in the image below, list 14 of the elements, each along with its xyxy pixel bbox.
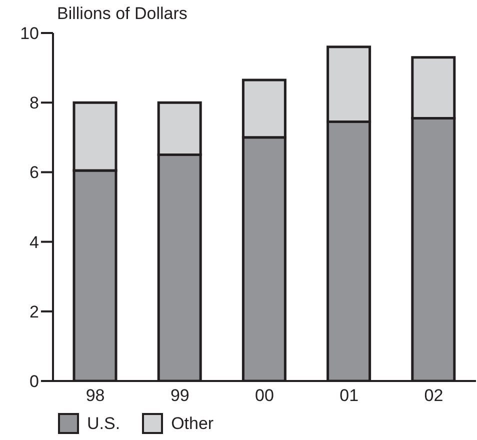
legend-label: Other (171, 414, 214, 434)
y-tick-label: 8 (30, 94, 39, 113)
y-tick-label: 0 (30, 372, 39, 392)
y-tick-label: 6 (30, 163, 39, 182)
x-tick-label: 00 (255, 386, 274, 406)
x-tick-label: 98 (86, 386, 105, 406)
x-tick-label: 02 (424, 386, 444, 406)
x-tick-label: 01 (340, 386, 359, 406)
legend-label: U.S. (87, 414, 120, 434)
x-tick-label: 99 (170, 386, 190, 406)
y-tick-label: 4 (30, 232, 39, 252)
y-tick-label: 2 (30, 302, 39, 322)
y-tick-label: 10 (20, 24, 39, 44)
y-axis-title: Billions of Dollars (57, 4, 188, 24)
